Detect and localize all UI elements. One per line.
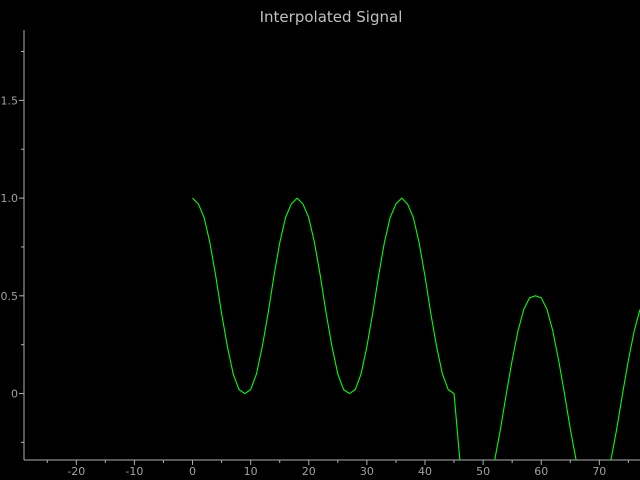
x-tick-label: 50	[476, 465, 490, 478]
series-layer	[192, 197, 640, 460]
series-line-0	[192, 197, 640, 460]
axes	[23, 30, 640, 461]
x-tick-label: 60	[534, 465, 548, 478]
x-tick-label: 10	[244, 465, 258, 478]
chart-title: Interpolated Signal	[260, 8, 403, 26]
x-tick-label: 0	[189, 465, 196, 478]
x-tick-label: -20	[67, 465, 85, 478]
x-tick-label: 40	[418, 465, 432, 478]
x-tick-label: -10	[125, 465, 143, 478]
x-axis-ticks: -20 -10 0 10 20 30 40 50 60 70	[46, 460, 629, 478]
x-tick-label: 70	[592, 465, 606, 478]
y-tick-label: 1.5	[1, 94, 19, 107]
y-axis-ticks: 0 0.5 1.0 1.5	[1, 51, 24, 443]
x-tick-label: 20	[302, 465, 316, 478]
y-tick-label: 0	[11, 388, 18, 401]
y-tick-label: 0.5	[1, 290, 19, 303]
x-tick-label: 30	[360, 465, 374, 478]
y-tick-label: 1.0	[1, 192, 19, 205]
